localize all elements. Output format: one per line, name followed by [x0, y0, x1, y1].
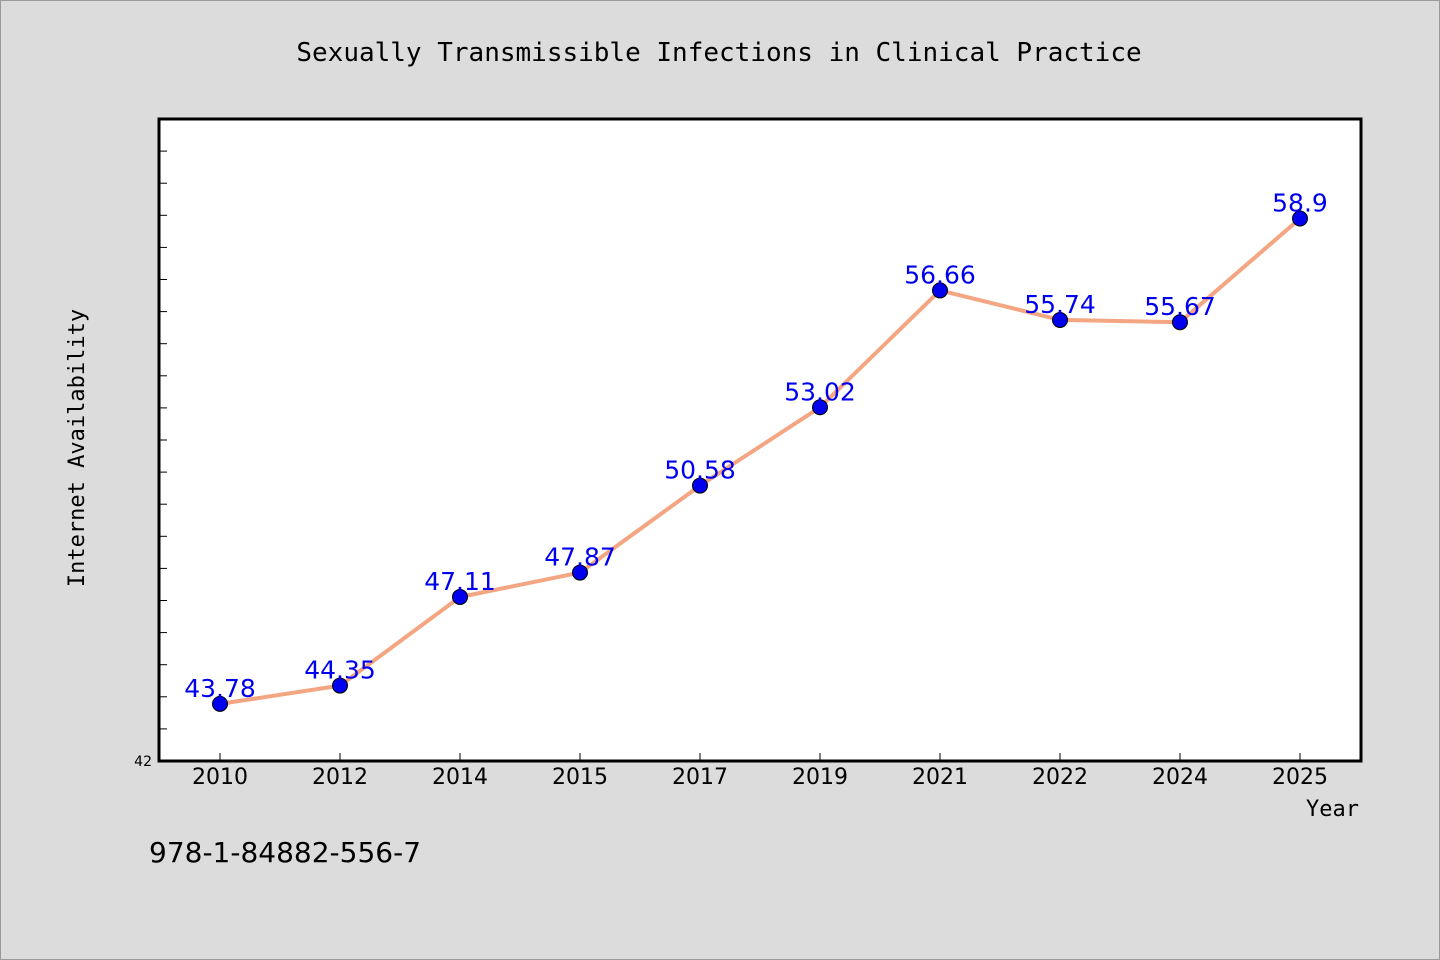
data-point	[812, 399, 828, 416]
x-tick-label: 2025	[1272, 765, 1328, 790]
data-label: 56.66	[904, 260, 976, 289]
data-point	[572, 564, 588, 581]
x-axis-label: Year	[1306, 797, 1359, 822]
data-label: 47.87	[544, 543, 616, 572]
series-markers	[212, 210, 1308, 712]
x-tick-label: 2022	[1032, 765, 1088, 790]
data-point	[1052, 311, 1068, 328]
data-point	[1172, 314, 1188, 331]
x-tick-label: 2012	[312, 765, 368, 790]
data-point	[1292, 210, 1308, 227]
data-label: 55.74	[1024, 290, 1096, 319]
y-tick-label-min: 42	[134, 754, 152, 770]
plot-frame	[157, 117, 1363, 763]
data-labels: 43.78 44.35 47.11 47.87 50.58 53.02 56.66 55.74…	[184, 189, 1328, 703]
chart-title: Sexually Transmissible Infections in Cli…	[296, 38, 1141, 68]
series-line	[218, 216, 1302, 706]
data-label: 44.35	[304, 656, 376, 685]
x-tick-label: 2017	[672, 765, 728, 790]
data-label: 50.58	[664, 456, 736, 485]
data-label: 58.9	[1272, 189, 1328, 218]
data-point	[452, 588, 468, 605]
x-tick-label: 2021	[912, 765, 968, 790]
data-label: 55.67	[1144, 292, 1216, 321]
data-point	[212, 695, 228, 712]
isbn-text: 978-1-84882-556-7	[149, 836, 421, 869]
data-point	[692, 477, 708, 494]
x-tick-label: 2019	[792, 765, 848, 790]
x-tick-label: 2014	[432, 765, 488, 790]
x-axis-ticks: 2010 2012 2014 2015 2017 2019 2021 2022 2024 2025	[192, 753, 1328, 790]
y-axis-label: Internet Availability	[65, 309, 90, 587]
x-tick-label: 2024	[1152, 765, 1208, 790]
data-point	[332, 677, 348, 694]
data-label: 47.11	[424, 567, 496, 596]
data-point	[932, 282, 948, 299]
plot-area	[159, 119, 1361, 761]
data-label: 53.02	[784, 377, 856, 406]
data-label: 43.78	[184, 674, 256, 703]
x-tick-label: 2015	[552, 765, 608, 790]
x-tick-label: 2010	[192, 765, 248, 790]
